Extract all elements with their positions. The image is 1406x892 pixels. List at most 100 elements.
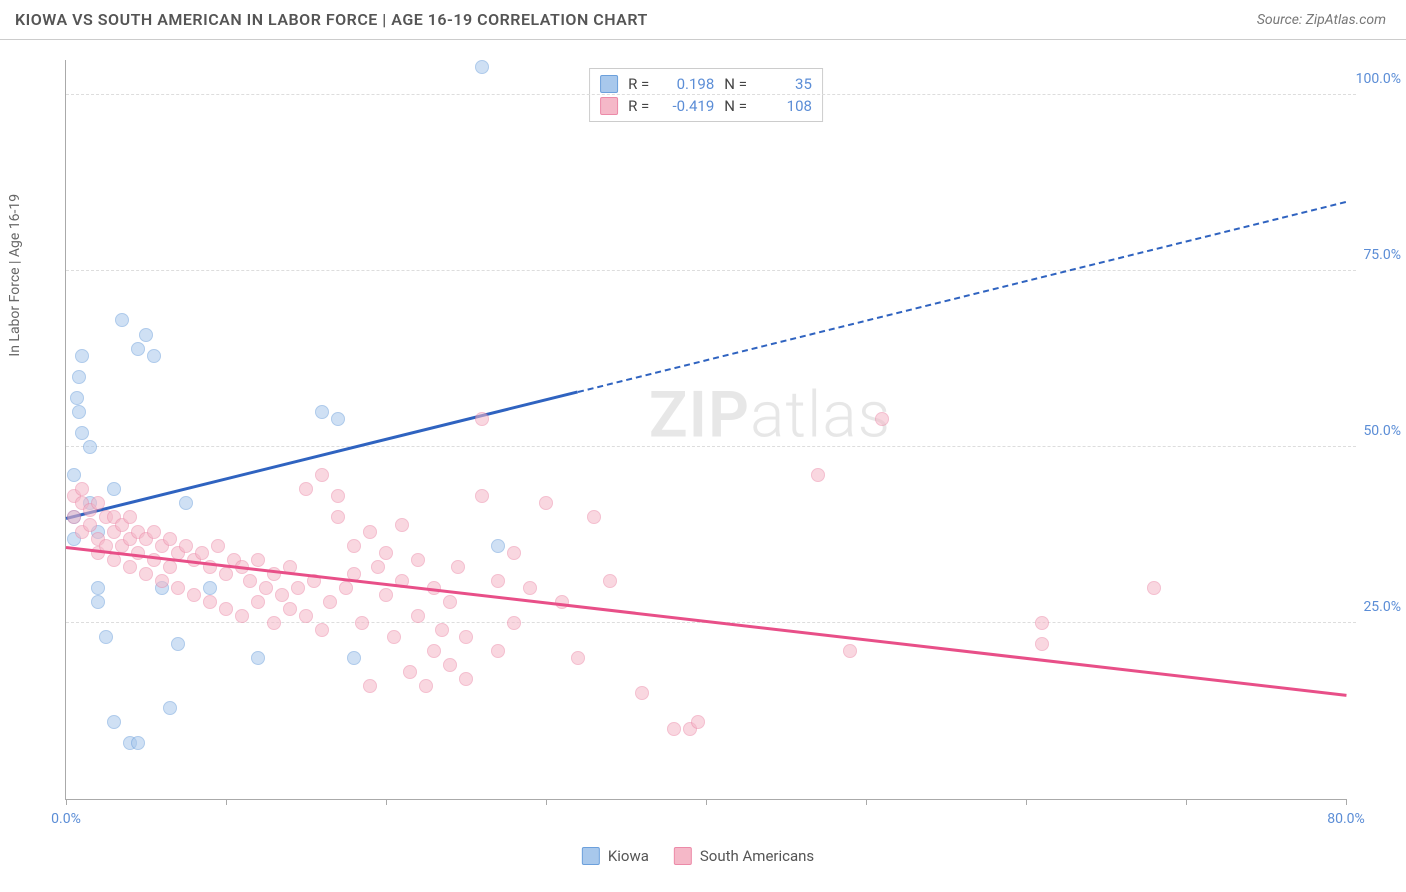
data-point — [91, 595, 105, 609]
data-point — [451, 560, 465, 574]
n-label: N = — [724, 97, 747, 115]
data-point — [435, 623, 449, 637]
n-value-kiowa: 35 — [757, 75, 812, 93]
grid-line — [66, 270, 1356, 271]
data-point — [339, 581, 353, 595]
data-point — [587, 510, 601, 524]
y-tick-label: 100.0% — [1356, 71, 1401, 87]
data-point — [123, 560, 137, 574]
data-point — [91, 581, 105, 595]
data-point — [131, 736, 145, 750]
data-point — [211, 539, 225, 553]
data-point — [411, 609, 425, 623]
data-point — [379, 588, 393, 602]
x-tick — [386, 799, 387, 805]
x-tick — [1026, 799, 1027, 805]
data-point — [315, 468, 329, 482]
data-point — [251, 595, 265, 609]
data-point — [75, 426, 89, 440]
data-point — [523, 581, 537, 595]
data-point — [363, 525, 377, 539]
data-point — [331, 412, 345, 426]
chart-title: KIOWA VS SOUTH AMERICAN IN LABOR FORCE |… — [15, 10, 648, 29]
data-point — [115, 313, 129, 327]
data-point — [667, 722, 681, 736]
data-point — [171, 637, 185, 651]
data-point — [91, 496, 105, 510]
swatch-sa — [600, 97, 618, 115]
data-point — [67, 510, 81, 524]
data-point — [475, 60, 489, 74]
data-point — [315, 623, 329, 637]
data-point — [243, 574, 257, 588]
data-point — [107, 482, 121, 496]
data-point — [419, 679, 433, 693]
x-tick — [1346, 799, 1347, 805]
r-label: R = — [628, 75, 649, 93]
data-point — [395, 518, 409, 532]
legend-label-sa: South Americans — [700, 847, 814, 865]
data-point — [571, 651, 585, 665]
data-point — [139, 328, 153, 342]
data-point — [251, 651, 265, 665]
data-point — [355, 616, 369, 630]
data-point — [379, 546, 393, 560]
data-point — [507, 616, 521, 630]
data-point — [203, 581, 217, 595]
data-point — [443, 595, 457, 609]
data-point — [163, 560, 177, 574]
data-point — [123, 510, 137, 524]
data-point — [299, 482, 313, 496]
data-point — [283, 602, 297, 616]
data-point — [83, 440, 97, 454]
data-point — [155, 574, 169, 588]
grid-line — [66, 446, 1356, 447]
data-point — [179, 539, 193, 553]
data-point — [1035, 616, 1049, 630]
data-point — [147, 349, 161, 363]
n-label: N = — [724, 75, 747, 93]
x-tick-label: 80.0% — [1327, 811, 1365, 827]
data-point — [403, 665, 417, 679]
data-point — [203, 595, 217, 609]
data-point — [75, 349, 89, 363]
data-point — [603, 574, 617, 588]
data-point — [875, 412, 889, 426]
data-point — [507, 546, 521, 560]
data-point — [691, 715, 705, 729]
data-point — [147, 525, 161, 539]
data-point — [219, 602, 233, 616]
chart-area: In Labor Force | Age 16-19 ZIPatlas R = … — [50, 60, 1346, 800]
r-label: R = — [628, 97, 649, 115]
data-point — [107, 553, 121, 567]
data-point — [459, 672, 473, 686]
data-point — [491, 539, 505, 553]
legend-label-kiowa: Kiowa — [608, 847, 649, 865]
legend-item-kiowa: Kiowa — [582, 847, 649, 865]
data-point — [347, 651, 361, 665]
bottom-legend: Kiowa South Americans — [582, 847, 814, 865]
data-point — [75, 482, 89, 496]
data-point — [387, 630, 401, 644]
data-point — [843, 644, 857, 658]
x-tick — [546, 799, 547, 805]
y-tick-label: 50.0% — [1363, 423, 1401, 439]
data-point — [459, 630, 473, 644]
data-point — [363, 679, 377, 693]
data-point — [163, 532, 177, 546]
data-point — [187, 588, 201, 602]
x-tick — [66, 799, 67, 805]
n-value-sa: 108 — [757, 97, 812, 115]
data-point — [411, 553, 425, 567]
data-point — [427, 644, 441, 658]
scatter-plot: ZIPatlas R = 0.198 N = 35 R = -0.419 N =… — [65, 60, 1346, 800]
data-point — [539, 496, 553, 510]
data-point — [491, 574, 505, 588]
data-point — [331, 510, 345, 524]
swatch-kiowa — [600, 75, 618, 93]
data-point — [267, 616, 281, 630]
data-point — [131, 546, 145, 560]
data-point — [475, 412, 489, 426]
data-point — [443, 658, 457, 672]
data-point — [291, 581, 305, 595]
